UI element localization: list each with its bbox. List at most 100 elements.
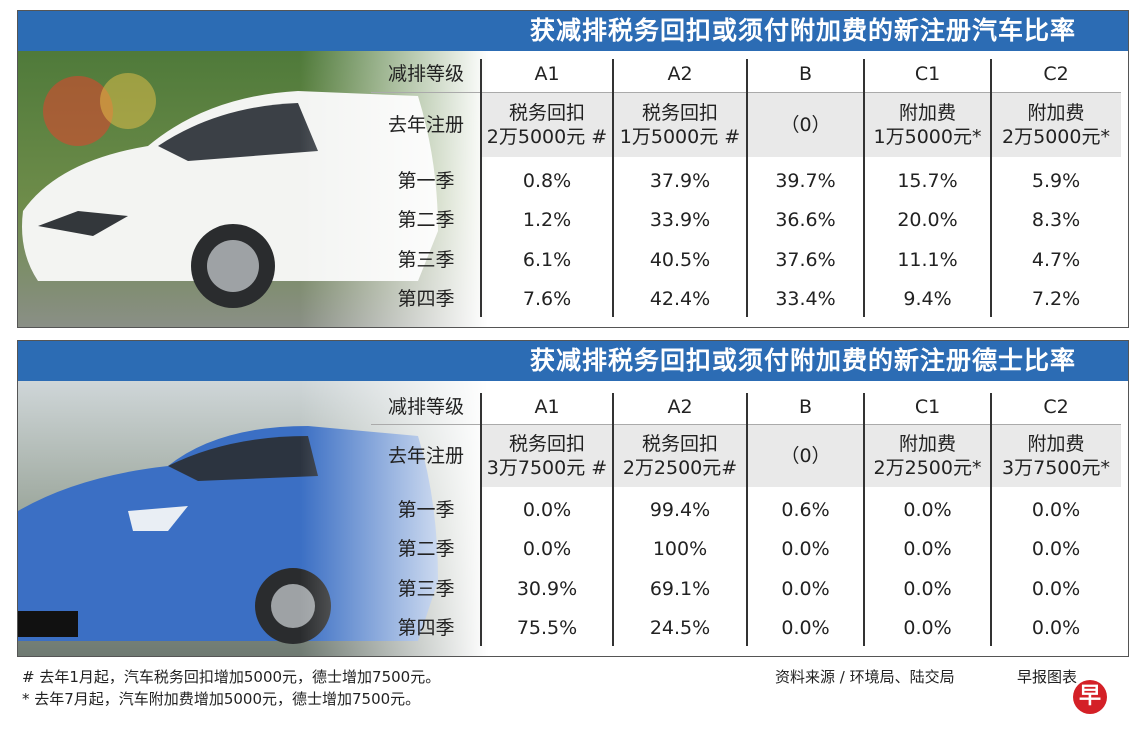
data-cell: 8.3%: [1031, 209, 1081, 232]
subheader-cell: 税务回扣 2万2500元#: [613, 425, 747, 487]
subheader-label: 去年注册: [371, 93, 481, 157]
subheader-cell: 附加费 2万2500元*: [864, 425, 991, 487]
row-label: 第三季: [397, 248, 455, 271]
header-label: 减排等级: [387, 63, 464, 85]
column-divider: [480, 393, 482, 646]
data-cell: 0.0%: [903, 617, 952, 640]
car-photo: [18, 51, 488, 327]
subheader-line: 2万5000元 #: [486, 126, 608, 148]
data-cell: 0.0%: [1031, 538, 1081, 561]
column-divider: [612, 393, 614, 646]
column-divider: [863, 393, 865, 646]
subheader-label: 去年注册: [371, 425, 481, 487]
column-divider: [990, 393, 992, 646]
subheader-cell: 附加费 2万5000元*: [991, 93, 1121, 157]
subheader-line: 附加费: [898, 102, 956, 124]
data-cell: 0.0%: [781, 577, 830, 600]
subheader-line: （0）: [780, 445, 831, 467]
data-cell: 0.0%: [522, 538, 572, 561]
data-cell: 69.1%: [649, 577, 711, 600]
subheader-line: 去年注册: [387, 445, 464, 467]
column-divider: [746, 59, 748, 317]
header-label: 减排等级: [387, 396, 464, 418]
subheader-line: 3万7500元*: [1002, 457, 1110, 479]
data-cell: 6.1%: [522, 248, 572, 271]
subheader-cell: 附加费 3万7500元*: [991, 425, 1121, 487]
data-cell: 40.5%: [649, 248, 711, 271]
subheader-line: 2万5000元*: [1002, 126, 1110, 148]
data-cell: 42.4%: [649, 288, 711, 311]
data-cell: 0.0%: [781, 538, 830, 561]
footnote: * 去年7月起，汽车附加费增加5000元，德士增加7500元。: [22, 690, 421, 708]
header-cell: A2: [667, 63, 693, 85]
row-label: 第一季: [397, 169, 455, 192]
column-divider: [990, 59, 992, 317]
data-cell: 0.0%: [1031, 617, 1081, 640]
column-divider: [480, 59, 482, 317]
data-cell: 33.9%: [649, 209, 711, 232]
subheader-cell: （0）: [747, 93, 864, 157]
data-cell: 0.0%: [903, 577, 952, 600]
data-cell: 0.0%: [522, 498, 572, 521]
logo: 早: [1073, 680, 1107, 714]
data-cell: 9.4%: [903, 288, 952, 311]
data-cell: 7.2%: [1031, 288, 1081, 311]
data-cell: 24.5%: [649, 617, 711, 640]
subheader-cell: 附加费 1万5000元*: [864, 93, 991, 157]
data-cell: 37.6%: [775, 248, 836, 271]
subheader-cell: 税务回扣 1万5000元 #: [613, 93, 747, 157]
data-cell: 0.6%: [781, 498, 830, 521]
subheader-line: 1万5000元 #: [619, 126, 741, 148]
data-cell: 33.4%: [775, 288, 836, 311]
header-cell: A1: [534, 63, 560, 85]
taxi-photo: [18, 381, 488, 656]
subheader-line: 税务回扣: [508, 433, 585, 455]
header-cell: A1: [534, 396, 560, 418]
header-cell: B: [798, 63, 813, 85]
column-divider: [746, 393, 748, 646]
data-cell: 37.9%: [649, 169, 711, 192]
data-cell: 0.8%: [522, 169, 572, 192]
car-table: 获减排税务回扣或须付附加费的新注册汽车比率 减排等级 A1 A2 B C1 C2 去年注册 税…: [17, 10, 1129, 328]
subheader-line: （0）: [780, 114, 831, 136]
header-cell: C1: [914, 63, 941, 85]
data-cell: 0.0%: [781, 617, 830, 640]
row-label: 第四季: [397, 617, 455, 640]
data-cell: 0.0%: [903, 538, 952, 561]
taxi-table: 获减排税务回扣或须付附加费的新注册德士比率 减排等级 A1 A2 B C1 C2 去年注册税…: [17, 340, 1129, 657]
row-label: 第一季: [397, 498, 455, 521]
data-cell: 0.0%: [903, 498, 952, 521]
subheader-line: 2万2500元*: [873, 457, 982, 479]
data-cell: 75.5%: [516, 617, 578, 640]
data-cell: 99.4%: [649, 498, 711, 521]
row-label: 第二季: [397, 538, 455, 561]
subheader-line: 附加费: [1027, 433, 1085, 455]
subheader-line: 去年注册: [387, 114, 464, 136]
data-cell: 0.0%: [1031, 577, 1081, 600]
data-cell: 30.9%: [516, 577, 578, 600]
data-cell: 36.6%: [775, 209, 836, 232]
data-cell: 11.1%: [897, 248, 958, 271]
header-cell: C1: [914, 396, 941, 418]
subheader-line: 2万2500元#: [622, 457, 738, 479]
column-divider: [612, 59, 614, 317]
subheader-line: 3万7500元 #: [486, 457, 608, 479]
header-cell: B: [798, 396, 813, 418]
subheader-line: 税务回扣: [508, 102, 585, 124]
data-cell: 0.0%: [1031, 498, 1081, 521]
subheader-line: 税务回扣: [641, 102, 718, 124]
header-cell: C2: [1043, 63, 1069, 85]
data-cell: 20.0%: [897, 209, 958, 232]
header-cell: A2: [667, 396, 693, 418]
data-cell: 7.6%: [522, 288, 572, 311]
subheader-cell: （0）: [747, 425, 864, 487]
data-cell: 100%: [652, 538, 708, 561]
subheader-line: 1万5000元*: [873, 126, 982, 148]
footnote: # 去年1月起，汽车税务回扣增加5000元，德士增加7500元。: [22, 668, 441, 686]
source: 资料来源 / 环境局、陆交局: [775, 668, 955, 686]
row-label: 第二季: [397, 209, 455, 232]
subheader-cell: 税务回扣 3万7500元 #: [481, 425, 613, 487]
table-title: 获减排税务回扣或须付附加费的新注册汽车比率: [18, 11, 1128, 51]
data-cell: 39.7%: [775, 169, 836, 192]
